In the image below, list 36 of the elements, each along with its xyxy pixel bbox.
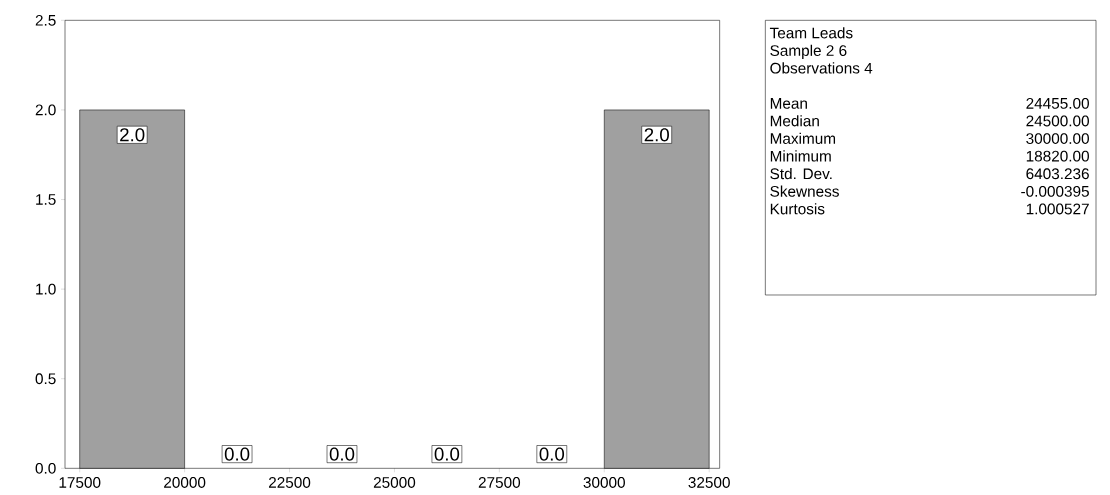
y-tick-label: 1.0 [36, 283, 56, 295]
text: 1.000527 [1026, 203, 1089, 215]
data-label: 0.0 [224, 447, 250, 461]
x-tick-label: 27500 [478, 477, 521, 488]
text: -0.000395 [1021, 185, 1089, 197]
text: 18820.00 [1026, 150, 1089, 162]
text: Skewness [770, 185, 839, 197]
x-tick-label: 17500 [59, 477, 101, 488]
text: 6403.236 [1026, 168, 1089, 180]
text: Sample 2 6 [770, 44, 847, 60]
text: Std. Dev. [770, 167, 832, 180]
data-label: 0.0 [539, 447, 565, 461]
y-tick-label: 2.0 [35, 104, 56, 116]
x-tick-label: 32500 [688, 477, 730, 488]
data-label: 0.0 [329, 447, 355, 461]
text: Mean [770, 98, 807, 109]
y-tick-label: 1.5 [36, 194, 56, 205]
y-tick-label: 0.5 [35, 373, 56, 385]
y-tick-label: 0.0 [35, 462, 56, 474]
x-tick-label: 30000 [583, 477, 625, 488]
text: 24455.00 [1026, 97, 1089, 109]
text: Median [770, 115, 819, 127]
text: 24500.00 [1026, 115, 1089, 127]
x-tick-label: 20000 [164, 477, 206, 488]
text: Maximum [770, 132, 836, 144]
y-tick-label: 2.5 [35, 14, 56, 26]
text: 30000.00 [1026, 133, 1089, 144]
text: Team Leads [769, 27, 853, 39]
x-tick-label: 25000 [373, 477, 416, 488]
data-label: 2.0 [120, 128, 145, 142]
text: Minimum [770, 150, 831, 162]
text: Observations 4 [770, 62, 873, 74]
text: Kurtosis [770, 203, 825, 215]
x-tick-label: 22500 [268, 477, 311, 488]
data-label: 2.0 [644, 128, 669, 142]
data-label: 0.0 [434, 447, 460, 461]
